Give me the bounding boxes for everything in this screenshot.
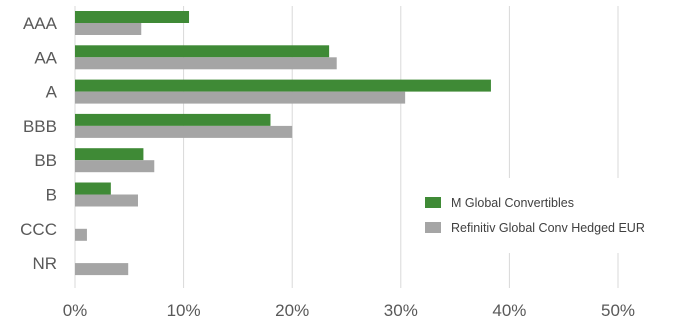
bar-aaa-series-2 (75, 23, 142, 35)
category-label: A (46, 83, 58, 102)
bar-a-series-2 (75, 91, 406, 104)
x-tick-label: 30% (384, 301, 418, 320)
bar-aa-series-2 (75, 57, 337, 70)
legend-label-series-2: Refinitiv Global Conv Hedged EUR (451, 221, 645, 235)
legend-swatch-series-2 (425, 222, 441, 233)
bar-bbb-series-1 (75, 113, 271, 126)
legend: M Global Convertibles Refinitiv Global C… (402, 178, 692, 253)
x-tick-label: 20% (275, 301, 309, 320)
category-label: B (46, 186, 57, 205)
legend-label-series-1: M Global Convertibles (451, 196, 574, 210)
bar-nr-series-2 (75, 263, 129, 276)
bar-bb-series-2 (75, 160, 155, 173)
category-label: BB (34, 151, 57, 170)
category-label: NR (32, 254, 57, 273)
x-tick-labels: 0% 10% 20% 30% 40% 50% (63, 301, 635, 320)
bar-b-series-1 (75, 182, 111, 195)
x-tick-label: 50% (601, 301, 635, 320)
bar-b-series-2 (75, 194, 138, 207)
bar-bbb-series-2 (75, 125, 293, 138)
bar-aa-series-1 (75, 45, 330, 58)
x-tick-label: 10% (167, 301, 201, 320)
legend-background (402, 178, 692, 253)
bar-bb-series-1 (75, 148, 144, 161)
bar-a-series-1 (75, 79, 491, 92)
category-label: BBB (23, 117, 57, 136)
bar-aaa-series-1 (75, 11, 190, 23)
category-label: AA (34, 48, 57, 67)
bar-ccc-series-2 (75, 228, 87, 241)
x-tick-label: 40% (492, 301, 526, 320)
category-label: CCC (20, 220, 57, 239)
bars (75, 11, 491, 276)
x-tick-label: 0% (63, 301, 88, 320)
category-label: AAA (23, 14, 58, 33)
legend-swatch-series-1 (425, 197, 441, 208)
